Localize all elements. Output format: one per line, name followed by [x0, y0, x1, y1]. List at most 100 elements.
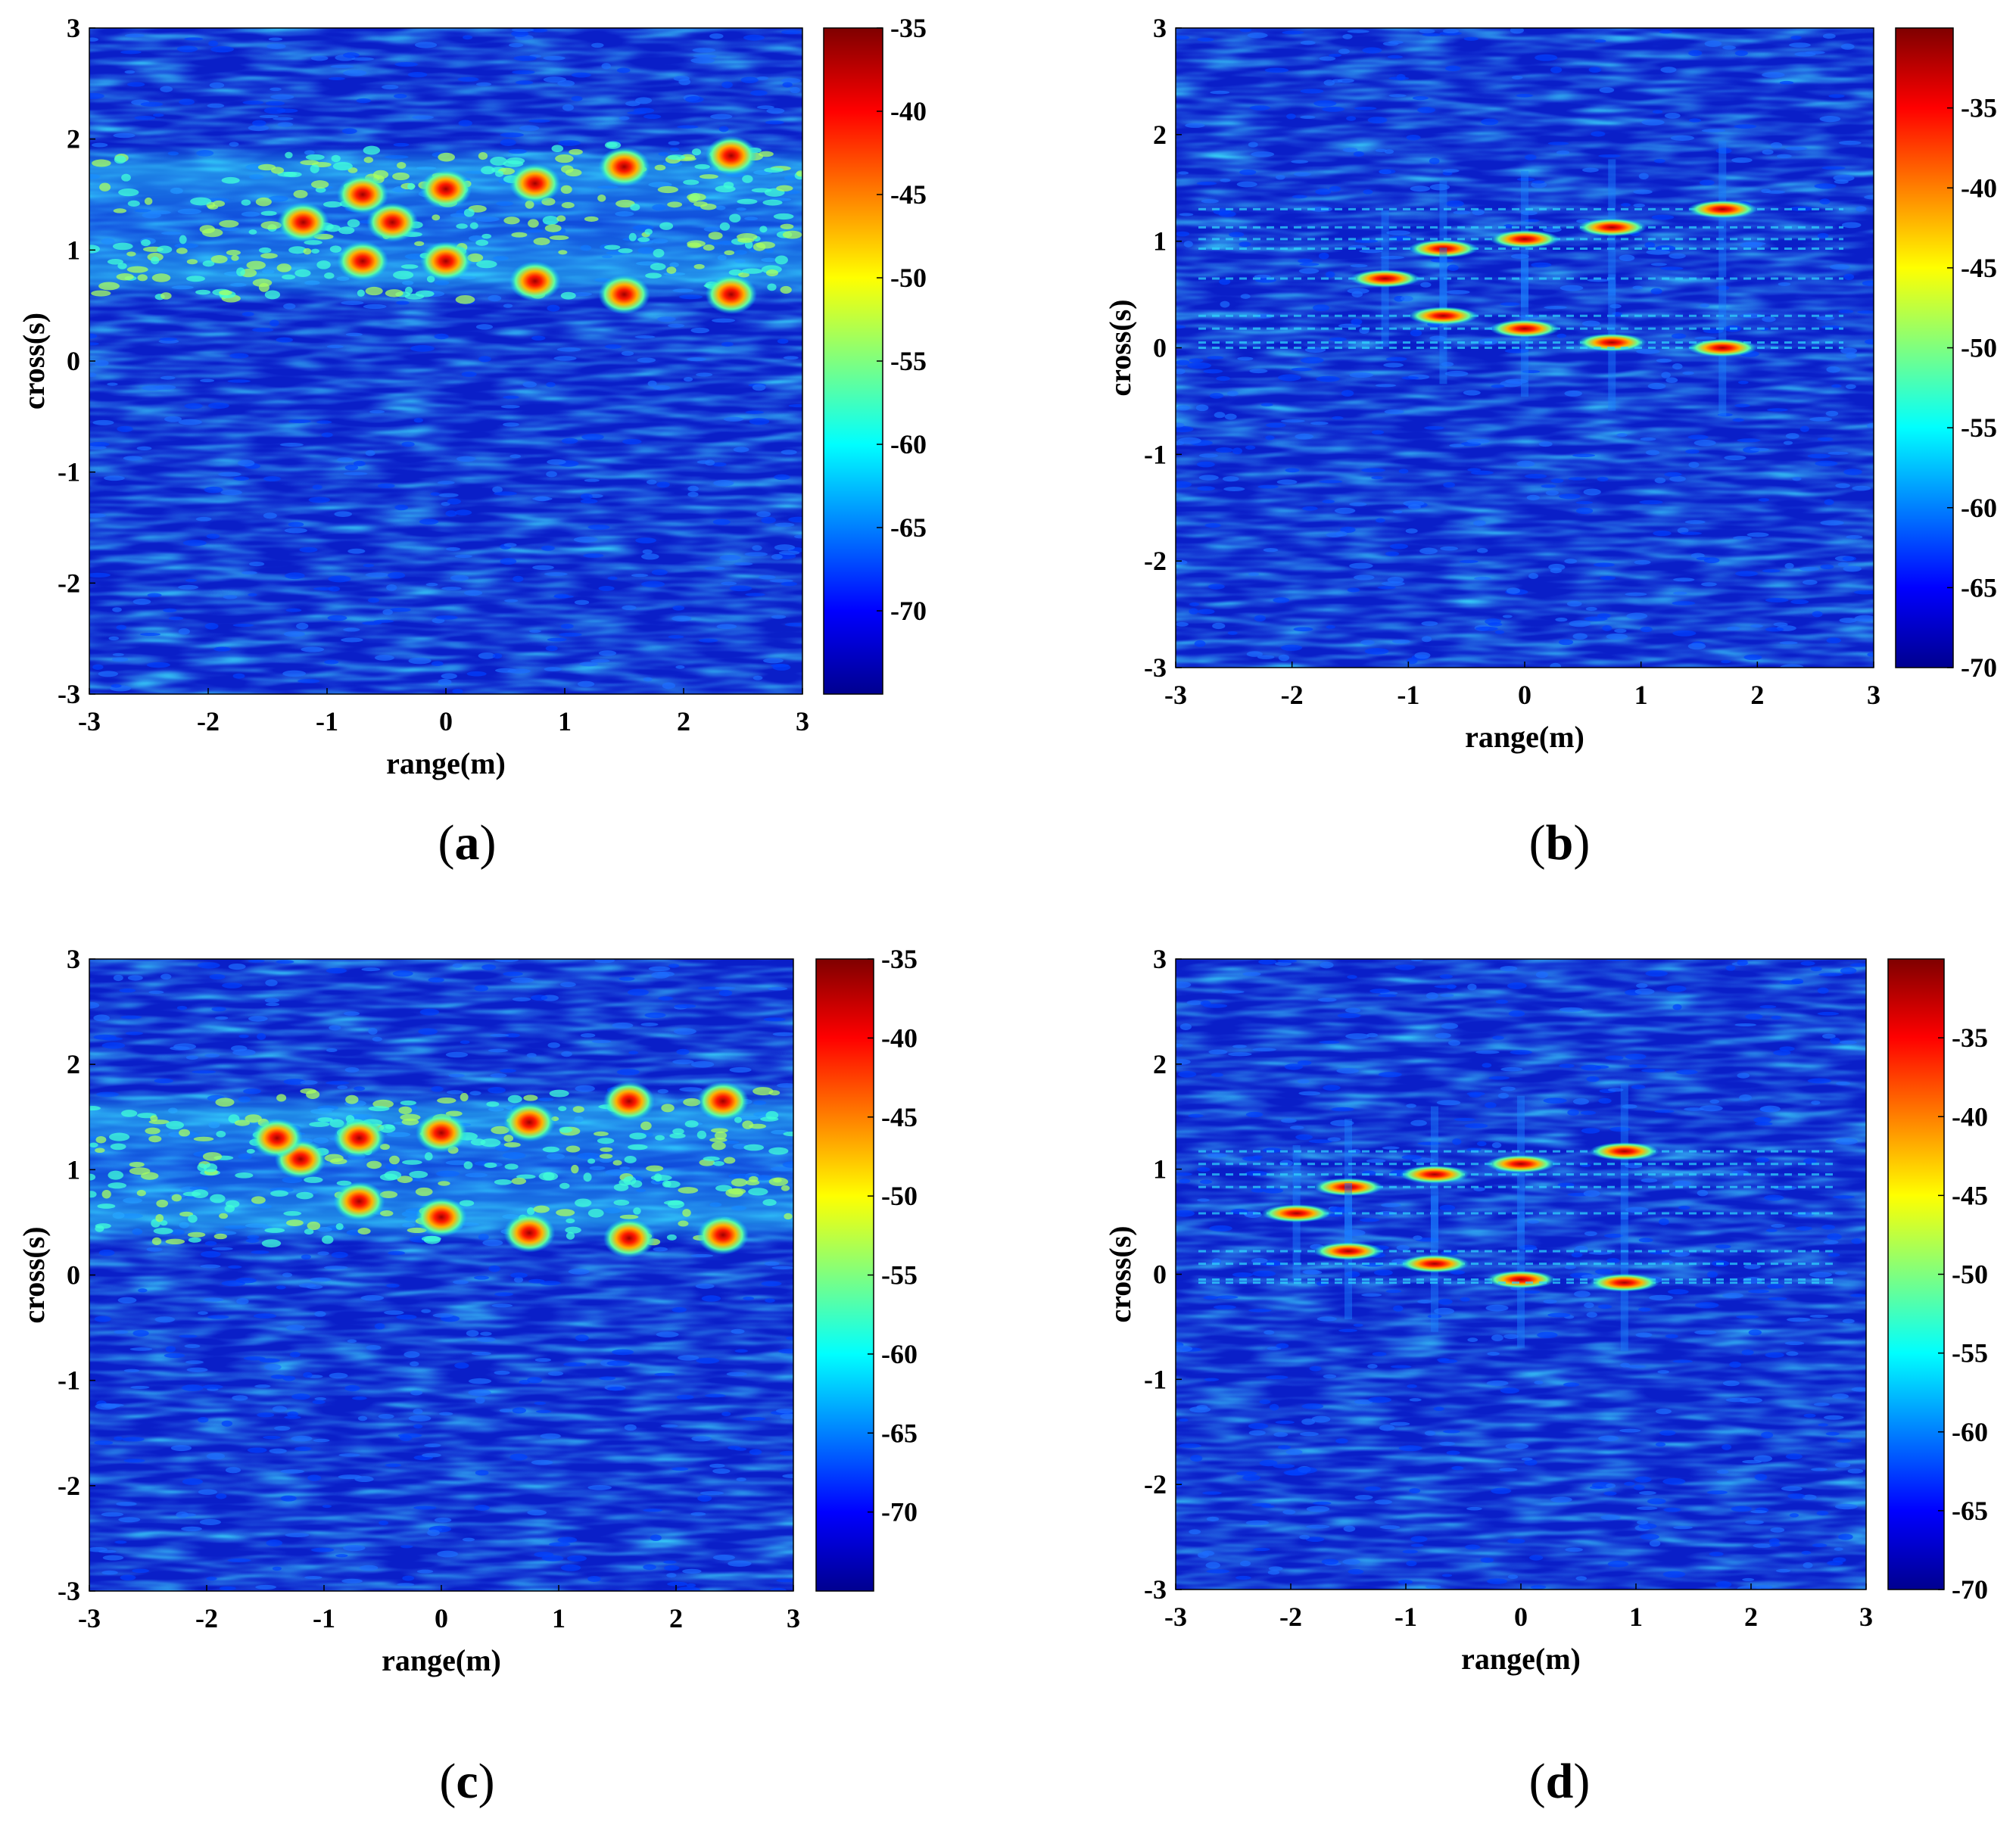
noise-speckle: [492, 653, 503, 659]
noise-speckle: [301, 1254, 311, 1260]
noise-speckle: [1475, 1050, 1500, 1054]
noise-speckle: [1665, 1334, 1678, 1339]
noise-speckle: [721, 81, 733, 89]
target-point: [1313, 1241, 1383, 1260]
y-tick-label: 3: [1153, 13, 1167, 43]
noise-speckle: [1857, 310, 1874, 314]
noise-speckle: [1374, 1499, 1392, 1505]
noise-speckle: [771, 553, 783, 560]
band-speckle: [285, 1219, 304, 1226]
noise-speckle: [270, 87, 282, 92]
noise-speckle: [321, 432, 333, 437]
noise-speckle: [270, 94, 294, 100]
band-speckle: [400, 264, 419, 269]
noise-speckle: [1367, 1363, 1378, 1369]
band-speckle: [661, 1104, 675, 1113]
band-speckle: [644, 229, 653, 235]
colorbar-tick-label: -55: [1952, 1338, 1988, 1368]
noise-speckle: [1819, 198, 1831, 205]
noise-speckle: [1842, 556, 1856, 562]
noise-speckle: [360, 1295, 385, 1301]
noise-speckle: [1568, 477, 1587, 481]
noise-speckle: [1189, 1529, 1201, 1535]
noise-speckle: [1251, 1258, 1268, 1264]
panel-label-open: (: [1529, 1754, 1546, 1809]
noise-speckle: [466, 1330, 479, 1337]
target-point: [1589, 1273, 1659, 1292]
band-speckle: [235, 1172, 254, 1179]
noise-speckle: [341, 637, 363, 643]
noise-speckle: [547, 1042, 560, 1048]
noise-speckle: [248, 124, 270, 132]
noise-speckle: [651, 971, 670, 979]
noise-speckle: [1659, 1430, 1676, 1436]
noise-speckle: [127, 975, 143, 981]
noise-speckle: [530, 995, 548, 1001]
colorbar-tick-label: -45: [1961, 253, 1997, 283]
noise-speckle: [677, 1355, 700, 1361]
noise-speckle: [1768, 1297, 1787, 1300]
noise-speckle: [328, 575, 351, 583]
noise-speckle: [450, 574, 469, 581]
noise-speckle: [89, 513, 107, 518]
colorbar-tick-label: -45: [881, 1102, 918, 1132]
noise-speckle: [335, 1554, 348, 1558]
noise-speckle: [316, 420, 332, 424]
noise-speckle: [419, 518, 439, 525]
noise-speckle: [263, 512, 277, 519]
noise-speckle: [1544, 306, 1567, 310]
noise-speckle: [643, 1564, 656, 1571]
noise-speckle: [1631, 1085, 1646, 1090]
noise-speckle: [338, 1453, 360, 1457]
y-tick-label: 1: [67, 235, 80, 265]
noise-speckle: [1439, 1204, 1456, 1211]
noise-speckle: [1571, 1252, 1583, 1258]
noise-speckle: [607, 576, 618, 581]
noise-speckle: [1206, 1516, 1220, 1521]
noise-speckle: [386, 1283, 400, 1288]
noise-speckle: [1583, 1190, 1600, 1197]
noise-speckle: [1247, 33, 1268, 39]
x-tick-label: -2: [197, 706, 220, 736]
noise-speckle: [207, 103, 225, 108]
band-speckle: [129, 1161, 145, 1168]
band-speckle: [210, 1194, 226, 1203]
noise-speckle: [89, 372, 97, 378]
noise-speckle: [1216, 1295, 1239, 1300]
noise-speckle: [1619, 254, 1635, 261]
noise-speckle: [269, 1448, 287, 1454]
noise-speckle: [719, 554, 741, 561]
heatmap-image: [89, 959, 793, 1591]
noise-speckle: [547, 1371, 564, 1376]
noise-speckle: [1176, 1172, 1192, 1176]
band-speckle: [481, 166, 495, 175]
noise-speckle: [1764, 1194, 1784, 1201]
band-speckle: [322, 201, 343, 208]
noise-speckle: [457, 76, 479, 82]
noise-speckle: [1189, 602, 1200, 606]
noise-speckle: [1379, 1425, 1395, 1431]
noise-speckle: [1821, 166, 1846, 170]
noise-speckle: [1784, 1341, 1805, 1346]
noise-speckle: [1812, 1543, 1827, 1548]
noise-speckle: [303, 1372, 313, 1378]
noise-speckle: [1633, 203, 1646, 208]
noise-speckle: [1240, 294, 1251, 299]
noise-speckle: [447, 498, 461, 505]
band-speckle: [575, 1198, 592, 1207]
band-speckle: [270, 1190, 288, 1197]
band-speckle: [663, 1180, 681, 1188]
noise-speckle: [1429, 184, 1450, 191]
noise-speckle: [684, 96, 704, 103]
noise-speckle: [1313, 100, 1337, 107]
noise-speckle: [1602, 624, 1612, 631]
noise-speckle: [1207, 356, 1224, 360]
band-speckle: [324, 272, 335, 279]
noise-speckle: [374, 1323, 385, 1330]
noise-speckle: [1812, 611, 1823, 618]
noise-speckle: [1843, 469, 1862, 475]
noise-speckle: [648, 966, 671, 972]
noise-speckle: [1302, 506, 1318, 511]
noise-speckle: [424, 1443, 441, 1447]
noise-speckle: [1263, 1188, 1283, 1194]
